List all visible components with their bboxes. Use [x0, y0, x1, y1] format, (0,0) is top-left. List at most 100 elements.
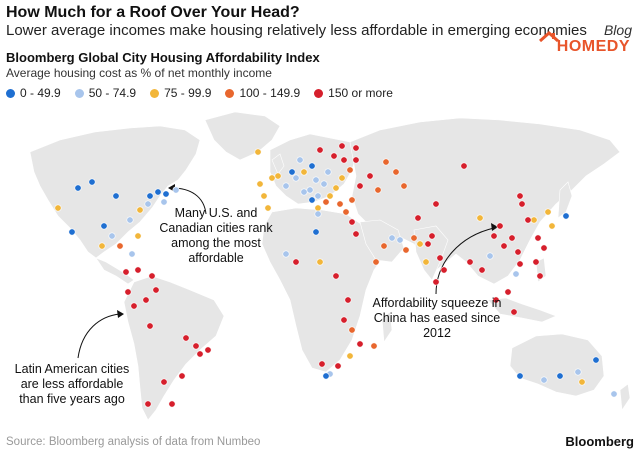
city-dot-93 [512, 270, 520, 278]
city-dot-0 [88, 178, 96, 186]
city-dot-8 [136, 206, 144, 214]
city-dot-81 [422, 258, 430, 266]
city-dot-115 [346, 352, 354, 360]
city-dot-61 [348, 196, 356, 204]
north-america-shape [29, 125, 201, 259]
city-dot-136 [414, 214, 422, 222]
legend-label-3: 100 - 149.9 [239, 86, 301, 100]
uk-shape [271, 153, 285, 175]
legend-label-1: 50 - 74.9 [88, 86, 137, 100]
city-dot-89 [500, 242, 508, 250]
city-dot-86 [486, 252, 494, 260]
latin-america-arrow [77, 313, 121, 359]
bloomberg-brand: Bloomberg [565, 434, 634, 449]
indonesia-shape [487, 297, 557, 323]
arabia-shape [359, 219, 405, 263]
city-dot-132 [264, 204, 272, 212]
city-dot-133 [268, 174, 276, 182]
city-dot-116 [334, 362, 342, 370]
city-dots [54, 142, 618, 408]
city-dot-85 [478, 266, 486, 274]
legend-item-4: 150 or more [314, 86, 393, 100]
city-dot-111 [332, 272, 340, 280]
city-dot-110 [316, 258, 324, 266]
city-dot-122 [592, 356, 600, 364]
house-icon [539, 30, 559, 43]
city-dot-83 [432, 278, 440, 286]
city-dot-123 [574, 368, 582, 376]
city-dot-28 [204, 346, 212, 354]
city-dot-72 [396, 236, 404, 244]
legend-swatch-4 [314, 88, 324, 98]
city-dot-27 [192, 342, 200, 350]
legend-label-4: 150 or more [328, 86, 393, 100]
city-dot-25 [130, 302, 138, 310]
city-dot-19 [122, 268, 130, 276]
city-dot-124 [556, 372, 564, 380]
city-dot-127 [578, 378, 586, 386]
chart-subtitle: Average housing cost as % of net monthly… [6, 66, 272, 80]
city-dot-71 [388, 234, 396, 242]
city-dot-42 [320, 180, 328, 188]
city-dot-38 [292, 174, 300, 182]
city-dot-108 [292, 258, 300, 266]
city-dot-22 [152, 286, 160, 294]
city-dot-45 [314, 192, 322, 200]
city-dot-33 [168, 400, 176, 408]
city-dot-73 [380, 242, 388, 250]
city-dot-36 [274, 172, 282, 180]
city-dot-76 [432, 200, 440, 208]
city-dot-44 [306, 186, 314, 194]
legend-swatch-1 [74, 88, 84, 98]
city-dot-3 [146, 192, 154, 200]
city-dot-34 [144, 400, 152, 408]
city-dot-105 [518, 200, 526, 208]
city-dot-30 [182, 334, 190, 342]
australia-shape [509, 333, 605, 397]
logo-name-text: HOMEDY [556, 38, 630, 55]
city-dot-65 [366, 172, 374, 180]
city-dot-68 [400, 182, 408, 190]
city-dot-49 [346, 166, 354, 174]
city-dot-101 [536, 272, 544, 280]
city-dot-35 [254, 148, 262, 156]
city-dot-140 [476, 214, 484, 222]
city-dot-104 [562, 212, 570, 220]
city-dot-66 [382, 158, 390, 166]
city-dot-37 [282, 182, 290, 190]
city-dot-135 [314, 210, 322, 218]
city-dot-57 [308, 196, 316, 204]
city-dot-106 [524, 216, 532, 224]
latin-america-arrowhead [117, 310, 124, 318]
city-dot-43 [324, 168, 332, 176]
city-dot-139 [516, 192, 524, 200]
city-dot-11 [100, 222, 108, 230]
city-dot-131 [260, 192, 268, 200]
city-dot-114 [348, 326, 356, 334]
city-dot-18 [98, 242, 106, 250]
city-dot-2 [112, 192, 120, 200]
new-zealand-shape [619, 383, 631, 411]
city-dot-67 [392, 168, 400, 176]
city-dot-125 [540, 376, 548, 384]
city-dot-10 [68, 228, 76, 236]
city-dot-16 [128, 250, 136, 258]
city-dot-94 [504, 288, 512, 296]
city-dot-32 [160, 378, 168, 386]
page-subtitle: Lower average incomes make housing relat… [6, 22, 587, 39]
south-america-shape [123, 275, 225, 421]
city-dot-39 [300, 168, 308, 176]
city-dot-4 [154, 188, 162, 196]
city-dot-14 [134, 232, 142, 240]
annotation-us-canada: Many U.S. and Canadian cities rank among… [159, 206, 273, 265]
city-dot-92 [516, 260, 524, 268]
city-dot-55 [288, 168, 296, 176]
legend-item-1: 50 - 74.9 [74, 86, 137, 100]
city-dot-48 [338, 174, 346, 182]
city-dot-88 [496, 222, 504, 230]
legend-item-3: 100 - 149.9 [225, 86, 300, 100]
legend: 0 - 49.9 50 - 74.9 75 - 99.9 100 - 149.9… [6, 86, 393, 100]
page-title: How Much for a Roof Over Your Head? [6, 4, 300, 21]
city-dot-98 [534, 234, 542, 242]
city-dot-51 [340, 156, 348, 164]
